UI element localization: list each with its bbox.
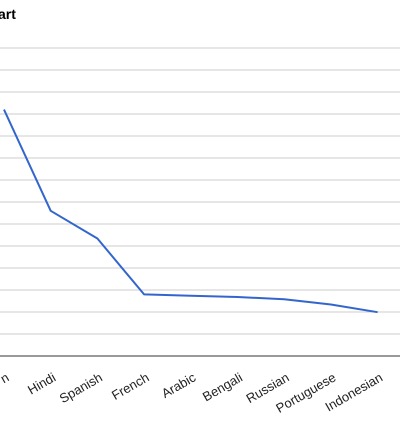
- series-line: [3, 109, 378, 314]
- x-tick-label: Bengali: [200, 370, 245, 405]
- gridlines: [0, 47, 400, 335]
- x-tick-label: Hindi: [25, 370, 58, 398]
- x-tick-label: n: [0, 370, 11, 387]
- chart-title: art: [0, 6, 16, 22]
- x-tick-label: French: [109, 370, 152, 403]
- x-tick-label: Arabic: [159, 369, 199, 401]
- x-tick-label: Spanish: [57, 370, 105, 406]
